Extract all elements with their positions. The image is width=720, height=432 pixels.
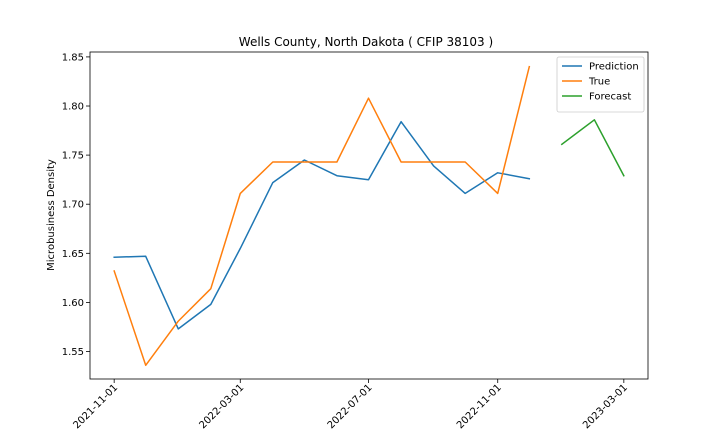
legend: Prediction True Forecast [556,56,645,113]
y-tick-label: 1.75 [62,151,84,162]
series-line-true [113,65,531,367]
legend-label-forecast: Forecast [589,92,631,103]
y-tick-label: 1.80 [62,102,84,113]
y-tick-label: 1.85 [62,52,84,63]
legend-label-true: True [588,77,610,88]
x-tick-label: 2022-03-01 [198,382,247,431]
series-line-forecast [560,119,625,177]
y-tick-label: 1.60 [62,298,84,309]
series-line-prediction [113,120,531,330]
legend-label-prediction: Prediction [589,62,639,73]
y-tick-label: 1.55 [62,347,84,358]
x-tick-label: 2022-11-01 [455,382,504,431]
y-tick-label: 1.65 [62,249,84,260]
y-axis-label: Microbusiness Density [46,159,57,271]
chart-title: Wells County, North Dakota ( CFIP 38103 … [239,35,493,49]
y-tick-label: 1.70 [62,200,84,211]
x-tick-label: 2022-07-01 [326,382,375,431]
legend-box [556,56,645,113]
x-tick-label: 2021-11-01 [71,382,120,431]
axes-frame [89,51,649,380]
x-tick-label: 2023-03-01 [581,382,630,431]
